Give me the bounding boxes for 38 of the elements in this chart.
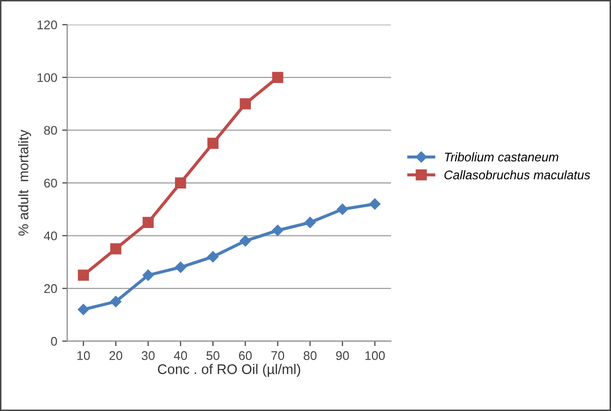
x-tick-label: 50 (206, 351, 220, 360)
point (142, 270, 154, 281)
x-tick-label: 90 (336, 351, 349, 360)
x-axis-title: Conc . of RO Oil (µl/ml) (158, 364, 300, 377)
y-tick-label: 40 (44, 231, 57, 240)
point (174, 262, 186, 273)
legend-label: Callasobruchus maculatus (444, 170, 590, 180)
point (304, 216, 316, 228)
y-tick-label: 80 (44, 126, 57, 135)
point (174, 177, 186, 188)
x-tick-label: 10 (77, 351, 90, 360)
x-tick-label: 30 (142, 351, 155, 360)
y-tick-label: 20 (44, 284, 57, 294)
y-tick-label: 100 (38, 73, 57, 82)
point (272, 224, 284, 236)
y-tick-label: 60 (44, 178, 57, 188)
y-tick-label: 120 (38, 20, 57, 30)
point (110, 296, 122, 308)
x-tick-label: 100 (365, 351, 385, 360)
point (336, 204, 348, 215)
point (240, 235, 251, 247)
point (78, 270, 89, 281)
x-tick-label: 80 (304, 351, 317, 360)
x-tick-label: 70 (271, 351, 284, 360)
point (142, 216, 154, 228)
x-tick-label: 40 (174, 351, 188, 360)
x-tick-label: 60 (239, 351, 252, 360)
point (272, 72, 284, 83)
point (207, 138, 218, 149)
x-tick-label: 20 (109, 351, 122, 360)
point (78, 304, 90, 316)
point (369, 198, 380, 210)
y-tick-label: 0 (51, 336, 57, 346)
y-axis-title: % adult mortality (18, 130, 32, 236)
point (240, 98, 251, 110)
point (110, 243, 122, 254)
legend-label: Tribolium castaneum (444, 152, 558, 162)
point (207, 251, 219, 262)
